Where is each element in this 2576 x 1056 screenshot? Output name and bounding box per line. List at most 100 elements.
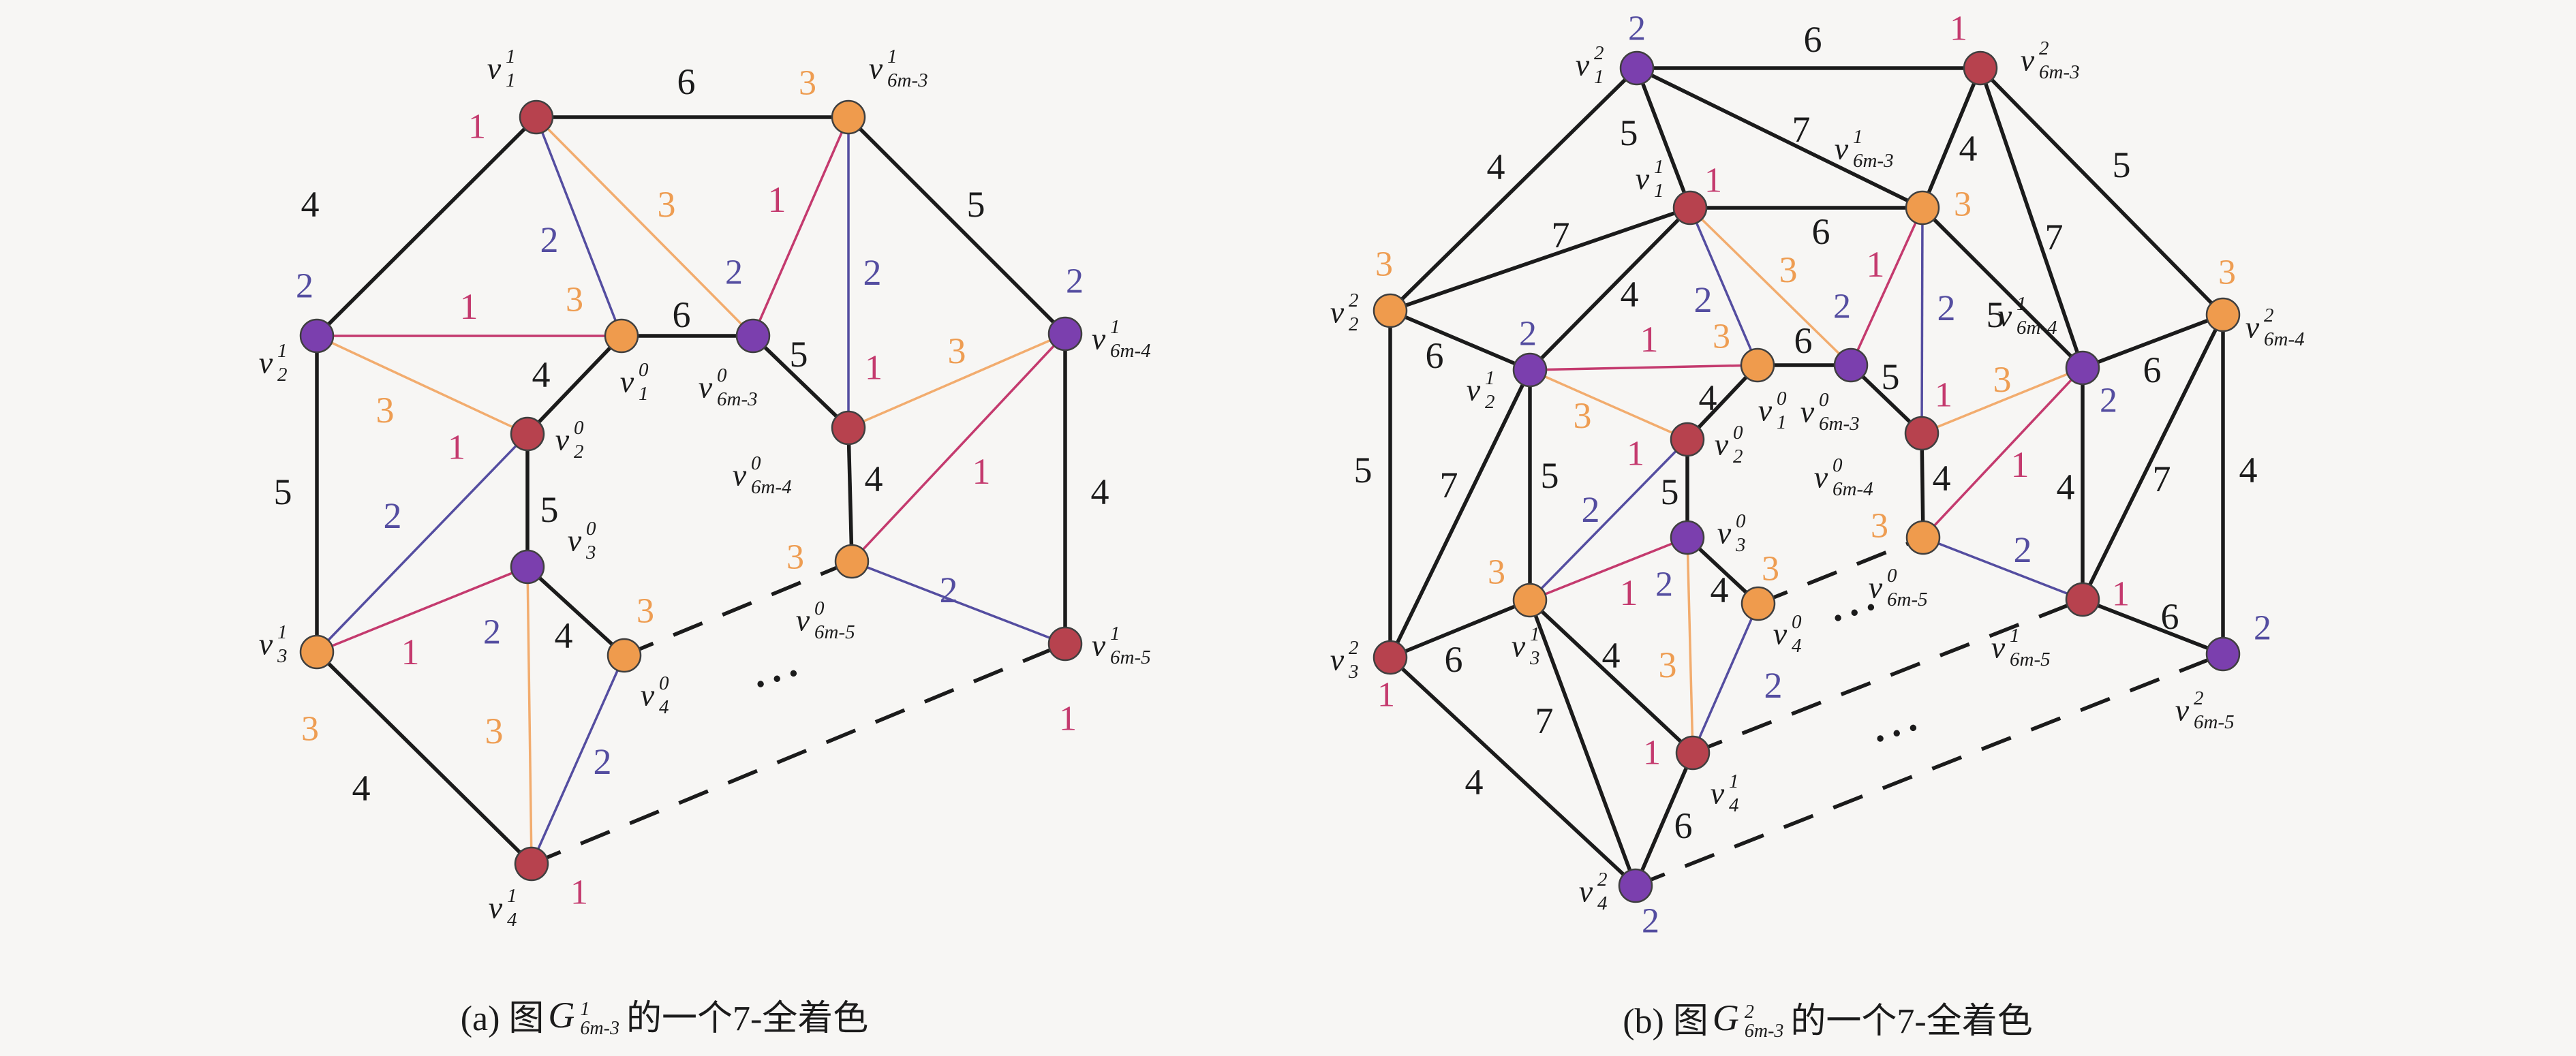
edge-v0_6m4-v1_6m4	[848, 332, 1066, 429]
edge-label-v2_6m4-v1_6m4: 6	[2143, 350, 2162, 390]
vertex-label-sup-v2_6m4: 2	[2264, 305, 2274, 326]
edge-label-v0_1-v0_6m3: 6	[1794, 320, 1813, 361]
vertex-color-label-v1_6m3: 3	[799, 64, 816, 103]
vertex-label-sub-v1_2: 2	[1485, 391, 1495, 413]
node-v0_6m4	[1904, 416, 1939, 451]
vertex-color-label-v1_4: 1	[1643, 734, 1661, 773]
node-v0_1	[604, 318, 639, 354]
edge-v0_6m4-v0_6m5	[846, 427, 854, 562]
node-v2_3	[1373, 640, 1408, 675]
vertex-label-v2_1: v	[1576, 48, 1590, 82]
edge-v1_2-v0_2	[1529, 369, 1688, 441]
vertex-label-sub-v0_1: 1	[639, 383, 649, 405]
caption-b: (b) 图 G 2 6m-3 的一个7-全着色	[1623, 992, 2033, 1043]
edge-label-v1_6m4-v0_6m5: 1	[972, 451, 991, 492]
vertex-color-label-v0_6m5: 3	[786, 538, 804, 577]
edge-label-v0_3-v1_3: 1	[401, 632, 420, 672]
caption-b-symbol: G	[1712, 997, 1739, 1038]
vertex-label-v1_4: v	[1711, 776, 1725, 811]
edge-v1_4-v1_6m5	[530, 642, 1067, 866]
edge-label-v2_3-v1_2: 7	[1440, 465, 1458, 506]
vertex-label-sup-v2_1: 2	[1594, 42, 1604, 64]
node-v0_1	[1740, 347, 1775, 383]
vertex-color-label-v0_6m3: 2	[725, 253, 743, 292]
edge-label-v0_2-v0_3: 5	[1661, 471, 1679, 512]
vertex-label-v1_6m5: v	[1092, 628, 1106, 663]
vertex-label-v0_1: v	[620, 364, 634, 399]
vertex-color-label-v1_3: 3	[1488, 553, 1505, 592]
vertex-label-sup-v1_1: 1	[1654, 156, 1664, 178]
vertex-label-v1_6m5: v	[1991, 630, 2006, 665]
edge-v2_6m5-v1_6m5	[2082, 597, 2224, 656]
edge-label-v1_1-v1_6m3: 6	[677, 61, 696, 102]
node-v1_4	[1675, 735, 1711, 771]
caption-a-symbol: G	[548, 994, 575, 1036]
vertex-label-sub-v1_6m3: 6m-3	[1853, 150, 1894, 172]
edge-v0_6m5-v1_6m5	[1922, 536, 2083, 601]
edge-label-v2_6m3-v1_6m3: 4	[1959, 128, 1978, 169]
vertex-label-sub-v0_6m4: 6m-4	[751, 476, 792, 498]
edge-v1_6m3-v0_6m3	[1850, 207, 1924, 366]
edge-label-v2_6m3-v1_6m4: 7	[2045, 217, 2064, 258]
edge-label-v2_3-v1_3: 6	[1445, 639, 1463, 680]
vertex-label-sub-v2_6m4: 6m-4	[2264, 328, 2305, 350]
vertex-label-v0_6m4: v	[733, 458, 747, 493]
node-v0_2	[510, 416, 545, 452]
edge-v0_4-v0_6m5	[623, 559, 853, 657]
edge-v2_4-v1_4	[1634, 751, 1695, 887]
caption-b-suffix: 的一个7-全着色	[1790, 1002, 2033, 1041]
vertex-label-sup-v0_6m3: 0	[1819, 389, 1829, 411]
edge-label-v1_1-v0_6m3: 3	[658, 184, 676, 225]
edge-label-v0_2-v0_3: 5	[540, 489, 559, 530]
vertex-label-sup-v1_6m4: 1	[2017, 293, 2027, 315]
vertex-label-sup-v0_4: 0	[659, 672, 669, 694]
edge-label-v0_1-v0_2: 4	[532, 354, 551, 395]
edge-v1_6m3-v1_6m4	[1921, 206, 2084, 369]
edge-label-v0_6m5-v1_6m5: 2	[2014, 529, 2032, 570]
vertex-label-sub-v0_6m5: 6m-5	[814, 621, 855, 643]
vertex-label-sub-v0_2: 2	[574, 441, 584, 463]
vertex-label-sup-v1_4: 1	[1729, 771, 1739, 792]
edge-v2_6m3-v1_6m3	[1920, 67, 1982, 209]
vertex-label-sup-v2_6m5: 2	[2194, 687, 2204, 709]
edge-v1_1-v0_6m3	[1689, 206, 1852, 367]
edge-v1_1-v1_2	[1529, 206, 1691, 371]
caption-a-prefix: (a) 图	[460, 999, 545, 1038]
vertex-label-v1_3: v	[259, 627, 273, 662]
edge-v1_6m4-v0_6m5	[1922, 367, 2084, 539]
node-v0_2	[1670, 422, 1705, 457]
vertex-color-label-v0_3: 2	[1655, 565, 1673, 604]
vertex-label-sub-v1_6m4: 6m-4	[1110, 340, 1151, 362]
edge-label-v1_3-v1_4: 4	[352, 768, 371, 809]
vertex-color-label-v1_2: 2	[1519, 315, 1537, 354]
caption-a: (a) 图 G 1 6m-3 的一个7-全着色	[461, 989, 869, 1040]
vertex-label-sup-v0_6m3: 0	[717, 364, 727, 386]
edge-label-v1_2-v0_2: 3	[376, 390, 395, 431]
vertex-label-sub-v1_6m4: 6m-4	[2017, 317, 2057, 339]
edge-v0_3-v1_4	[1686, 537, 1694, 754]
vertex-label-sup-v0_3: 0	[586, 518, 596, 540]
edge-v1_2-v0_1	[1529, 364, 1758, 371]
vertex-label-sup-v2_3: 2	[1349, 637, 1359, 659]
edge-v1_6m3-v1_6m4	[847, 116, 1067, 335]
edge-v0_2-v1_3	[1529, 438, 1689, 602]
edge-v2_6m3-v2_6m4	[1979, 67, 2224, 316]
vertex-label-sub-v0_4: 4	[659, 696, 669, 718]
vertex-label-sup-v1_4: 1	[507, 885, 517, 907]
edge-label-v1_6m4-v0_6m5: 1	[2011, 444, 2029, 485]
vertex-label-sup-v0_6m5: 0	[814, 597, 825, 619]
edge-v1_2-v0_2	[316, 335, 528, 435]
node-v1_4	[514, 846, 549, 882]
vertex-label-sub-v1_6m3: 6m-3	[887, 69, 928, 91]
vertex-label-v0_6m3: v	[1800, 394, 1815, 429]
edge-v2_4-v1_3	[1528, 600, 1638, 886]
caption-b-prefix: (b) 图	[1623, 1002, 1708, 1041]
vertex-label-v1_6m4: v	[1998, 298, 2012, 333]
node-v1_6m4	[2065, 350, 2100, 386]
edge-label-v1_6m4-v1_6m5: 4	[2057, 467, 2075, 508]
vertex-color-label-v0_3: 2	[483, 613, 501, 652]
vertex-color-label-v2_1: 2	[1628, 10, 1646, 48]
vertex-color-label-v1_6m3: 3	[1954, 185, 1972, 224]
edge-label-v1_2-v1_3: 5	[1541, 455, 1559, 496]
